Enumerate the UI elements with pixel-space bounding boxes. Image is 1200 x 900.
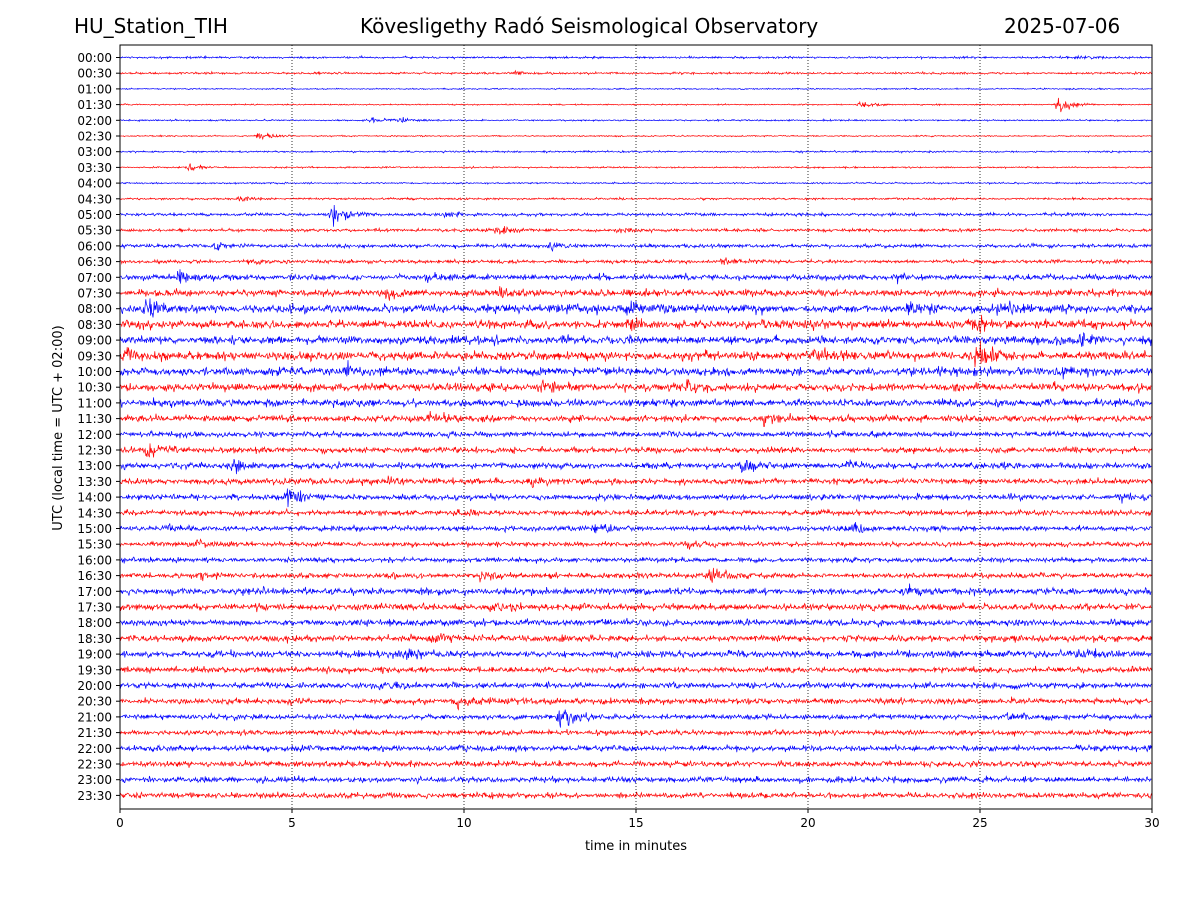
trace-1900 — [119, 648, 1152, 661]
x-tick-label: 15 — [628, 816, 643, 830]
trace-2000 — [119, 680, 1152, 691]
y-tick-label: 00:30 — [77, 67, 112, 81]
trace-1930 — [119, 665, 1152, 675]
x-tick-labels: 0 5 10 15 20 25 30 — [116, 809, 1160, 830]
y-tick-label: 23:00 — [77, 773, 112, 787]
y-tick-label: 18:30 — [77, 632, 112, 646]
trace-2030 — [119, 696, 1152, 711]
y-tick-label: 03:00 — [77, 145, 112, 159]
y-tick-label: 09:00 — [77, 334, 112, 348]
trace-0930 — [119, 340, 1152, 368]
y-tick-label: 09:30 — [77, 349, 112, 363]
y-tick-label: 01:30 — [77, 98, 112, 112]
y-tick-label: 13:00 — [77, 459, 112, 473]
y-tick-label: 21:00 — [77, 710, 112, 724]
y-tick-label: 20:00 — [77, 679, 112, 693]
grid-lines — [291, 45, 981, 809]
y-tick-label: 18:00 — [77, 616, 112, 630]
y-tick-label: 00:00 — [77, 51, 112, 65]
trace-0500 — [119, 204, 1152, 227]
y-tick-label: 15:30 — [77, 538, 112, 552]
y-tick-label: 23:30 — [77, 789, 112, 803]
x-tick-label: 25 — [972, 816, 987, 830]
x-axis-label: time in minutes — [585, 839, 687, 854]
trace-0100 — [119, 87, 1152, 91]
y-tick-label: 21:30 — [77, 726, 112, 740]
y-tick-label: 22:30 — [77, 758, 112, 772]
y-tick-label: 11:00 — [77, 396, 112, 410]
y-axis-label: UTC (local time = UTC + 02:00) — [51, 325, 66, 530]
y-tick-label: 04:00 — [77, 177, 112, 191]
x-tick-label: 30 — [1144, 816, 1159, 830]
observatory-title: Kövesligethy Radó Seismological Observat… — [360, 14, 819, 38]
trace-2230 — [119, 759, 1152, 769]
y-tick-label: 19:00 — [77, 648, 112, 662]
y-tick-label: 03:30 — [77, 161, 112, 175]
x-tick-label: 20 — [800, 816, 815, 830]
date-title: 2025-07-06 — [1004, 14, 1121, 38]
trace-1100 — [119, 397, 1152, 409]
trace-1130 — [119, 410, 1152, 428]
trace-2300 — [119, 775, 1152, 785]
y-tick-label: 16:30 — [77, 569, 112, 583]
y-tick-label: 15:00 — [77, 522, 112, 536]
trace-0600 — [119, 241, 1152, 252]
y-tick-label: 01:00 — [77, 82, 112, 96]
trace-1800 — [119, 617, 1152, 628]
trace-1030 — [119, 378, 1152, 394]
station-title: HU_Station_TIH — [74, 14, 228, 38]
y-tick-label: 17:00 — [77, 585, 112, 599]
y-tick-label: 14:30 — [77, 506, 112, 520]
x-tick-label: 10 — [456, 816, 471, 830]
y-tick-label: 05:00 — [77, 208, 112, 222]
y-tick-label: 20:30 — [77, 695, 112, 709]
trace-1500 — [119, 522, 1152, 534]
trace-0530 — [119, 226, 1152, 235]
trace-0300 — [119, 149, 1152, 154]
trace-1230 — [119, 443, 1152, 458]
trace-0130 — [119, 97, 1152, 113]
trace-0330 — [119, 163, 1152, 172]
y-tick-label: 07:00 — [77, 271, 112, 285]
y-tick-label: 16:00 — [77, 553, 112, 567]
trace-0030 — [119, 69, 1152, 76]
y-tick-label: 05:30 — [77, 224, 112, 238]
y-tick-label: 02:30 — [77, 130, 112, 144]
y-tick-label: 22:00 — [77, 742, 112, 756]
y-tick-label: 10:30 — [77, 381, 112, 395]
trace-1330 — [119, 475, 1152, 489]
trace-1200 — [119, 429, 1152, 440]
y-tick-label: 06:00 — [77, 239, 112, 253]
trace-0230 — [119, 132, 1152, 141]
trace-1730 — [119, 602, 1152, 613]
y-tick-label: 14:00 — [77, 491, 112, 505]
y-tick-label: 19:30 — [77, 663, 112, 677]
y-tick-label: 11:30 — [77, 412, 112, 426]
y-tick-label: 10:00 — [77, 365, 112, 379]
trace-2200 — [119, 743, 1152, 753]
y-tick-label: 12:30 — [77, 444, 112, 458]
y-tick-label: 08:30 — [77, 318, 112, 332]
y-tick-label: 17:30 — [77, 601, 112, 615]
trace-1600 — [119, 556, 1152, 564]
y-tick-label: 07:30 — [77, 287, 112, 301]
y-tick-label: 02:00 — [77, 114, 112, 128]
x-tick-label: 0 — [116, 816, 124, 830]
y-tick-label: 06:30 — [77, 255, 112, 269]
y-tick-label: 12:00 — [77, 428, 112, 442]
trace-2100 — [119, 709, 1152, 728]
x-tick-label: 5 — [288, 816, 296, 830]
trace-0800 — [119, 298, 1152, 318]
trace-0730 — [119, 286, 1152, 301]
y-tick-label: 04:30 — [77, 192, 112, 206]
y-tick-label: 08:00 — [77, 302, 112, 316]
trace-0830 — [119, 314, 1152, 334]
y-tick-label: 13:30 — [77, 475, 112, 489]
